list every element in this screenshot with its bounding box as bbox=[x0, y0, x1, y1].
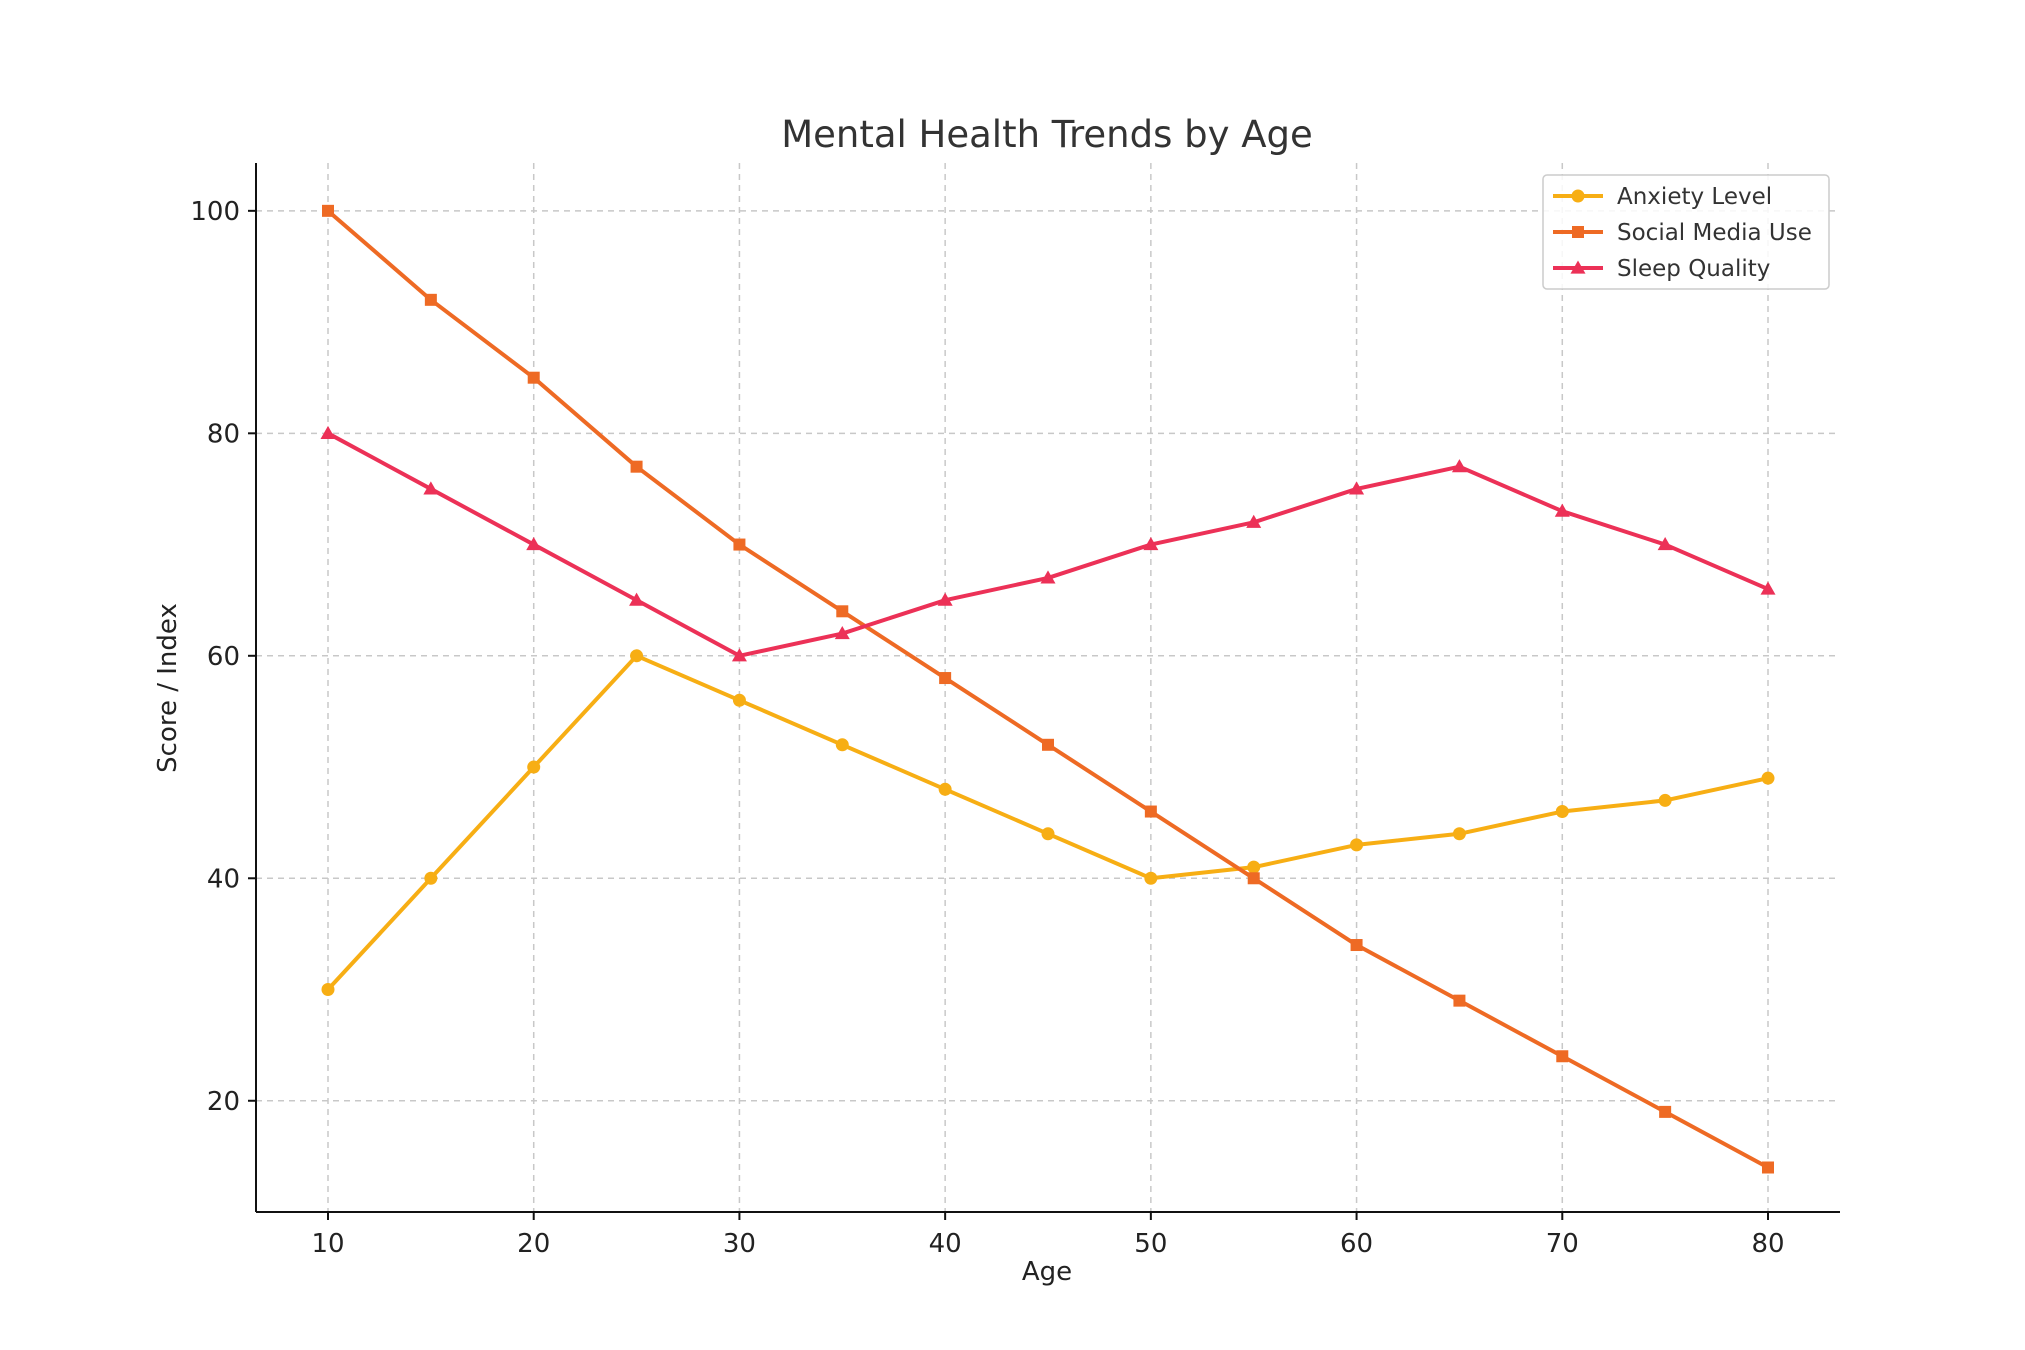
sleep-quality-point bbox=[1246, 514, 1262, 528]
sleep-quality-point bbox=[834, 626, 850, 640]
sleep-quality-point bbox=[1143, 537, 1159, 551]
anxiety-level-point bbox=[424, 871, 438, 885]
sleep-quality-point bbox=[731, 648, 747, 662]
legend-items: Anxiety Level Social Media Use Sleep Quali… bbox=[1553, 184, 1812, 282]
grid bbox=[256, 163, 1840, 1212]
x-tick-label: 40 bbox=[929, 1229, 962, 1259]
anxiety-level-point bbox=[630, 649, 644, 663]
series bbox=[320, 204, 1776, 1174]
social-media-use-point bbox=[1659, 1105, 1672, 1118]
y-tick-label: 100 bbox=[190, 197, 240, 227]
x-tick-label: 60 bbox=[1340, 1229, 1373, 1259]
sleep-quality-point bbox=[1554, 503, 1570, 517]
anxiety-level-point bbox=[1247, 860, 1261, 874]
sleep-quality-point bbox=[1657, 537, 1673, 551]
sleep-quality-point bbox=[1760, 581, 1776, 595]
sleep-quality-point bbox=[629, 592, 645, 606]
y-tick-label: 80 bbox=[207, 419, 240, 449]
social-media-use-point bbox=[527, 371, 540, 384]
x-axis-label: Age bbox=[1022, 1257, 1072, 1287]
series-sleep-quality bbox=[320, 425, 1776, 662]
social-media-use-point bbox=[836, 605, 849, 618]
social-media-use-point bbox=[1762, 1161, 1774, 1174]
legend-item-anxiety-level: Anxiety Level bbox=[1553, 184, 1772, 210]
chart-title: Mental Health Trends by Age bbox=[781, 113, 1313, 156]
anxiety-level-point bbox=[1761, 771, 1775, 785]
x-tick-label: 80 bbox=[1751, 1229, 1784, 1259]
anxiety-level-point bbox=[1555, 805, 1569, 819]
anxiety-level-point bbox=[835, 738, 849, 752]
legend-label: Social Media Use bbox=[1617, 220, 1812, 246]
sleep-quality-point bbox=[423, 481, 439, 495]
anxiety-level-point bbox=[1144, 871, 1158, 885]
y-tick-label: 60 bbox=[207, 642, 240, 672]
anxiety-level-point bbox=[732, 693, 746, 707]
y-tick-label: 40 bbox=[207, 864, 240, 894]
series-anxiety-level bbox=[321, 649, 1775, 997]
anxiety-level-line bbox=[326, 653, 1770, 992]
social-media-use-line bbox=[326, 208, 1770, 1170]
anxiety-level-point bbox=[321, 983, 335, 997]
y-tick-label: 20 bbox=[207, 1087, 240, 1117]
x-tick-label: 20 bbox=[517, 1229, 550, 1259]
anxiety-level-point bbox=[1350, 838, 1364, 852]
legend-item-sleep-quality: Sleep Quality bbox=[1553, 256, 1770, 282]
legend-item-social-media-use: Social Media Use bbox=[1553, 220, 1812, 246]
series-social-media-use bbox=[322, 204, 1774, 1174]
social-media-use-point bbox=[733, 538, 746, 551]
social-media-use-point bbox=[1144, 805, 1157, 818]
anxiety-level-point bbox=[527, 760, 541, 774]
legend-box bbox=[1542, 174, 1830, 290]
axes bbox=[255, 163, 1840, 1213]
social-media-use-point bbox=[322, 204, 334, 217]
legend-swatch-marker bbox=[1571, 189, 1585, 203]
sleep-quality-point bbox=[1040, 570, 1056, 584]
sleep-quality-point bbox=[937, 592, 953, 606]
sleep-quality-point bbox=[320, 425, 336, 439]
legend-label: Anxiety Level bbox=[1617, 184, 1772, 210]
social-media-use-point bbox=[1042, 738, 1054, 751]
social-media-use-point bbox=[630, 460, 643, 473]
x-tick-label: 50 bbox=[1134, 1229, 1167, 1259]
anxiety-level-point bbox=[1658, 793, 1672, 807]
anxiety-level-point bbox=[1041, 827, 1055, 841]
ticks: 10 20 30 40 50 60 70 80 20 40 60 80 100 bbox=[190, 197, 1784, 1259]
legend-label: Sleep Quality bbox=[1617, 256, 1770, 282]
x-tick-label: 70 bbox=[1546, 1229, 1579, 1259]
legend-swatch-marker bbox=[1572, 226, 1584, 238]
sleep-quality-point bbox=[1451, 459, 1467, 473]
sleep-quality-line bbox=[326, 431, 1770, 658]
social-media-use-point bbox=[1453, 994, 1466, 1007]
legend: Anxiety Level Social Media Use Sleep Quali… bbox=[1542, 174, 1830, 290]
x-tick-label: 10 bbox=[311, 1229, 344, 1259]
anxiety-level-point bbox=[938, 782, 952, 796]
sleep-quality-point bbox=[1349, 481, 1365, 495]
social-media-use-point bbox=[939, 672, 952, 685]
x-tick-label: 30 bbox=[723, 1229, 756, 1259]
anxiety-level-point bbox=[1452, 827, 1466, 841]
social-media-use-point bbox=[1350, 939, 1363, 952]
social-media-use-point bbox=[1247, 872, 1260, 885]
y-axis-label: Score / Index bbox=[153, 603, 183, 773]
social-media-use-point bbox=[424, 293, 437, 306]
legend-swatch-marker bbox=[1570, 260, 1586, 274]
sleep-quality-point bbox=[526, 537, 542, 551]
social-media-use-point bbox=[1556, 1050, 1569, 1063]
